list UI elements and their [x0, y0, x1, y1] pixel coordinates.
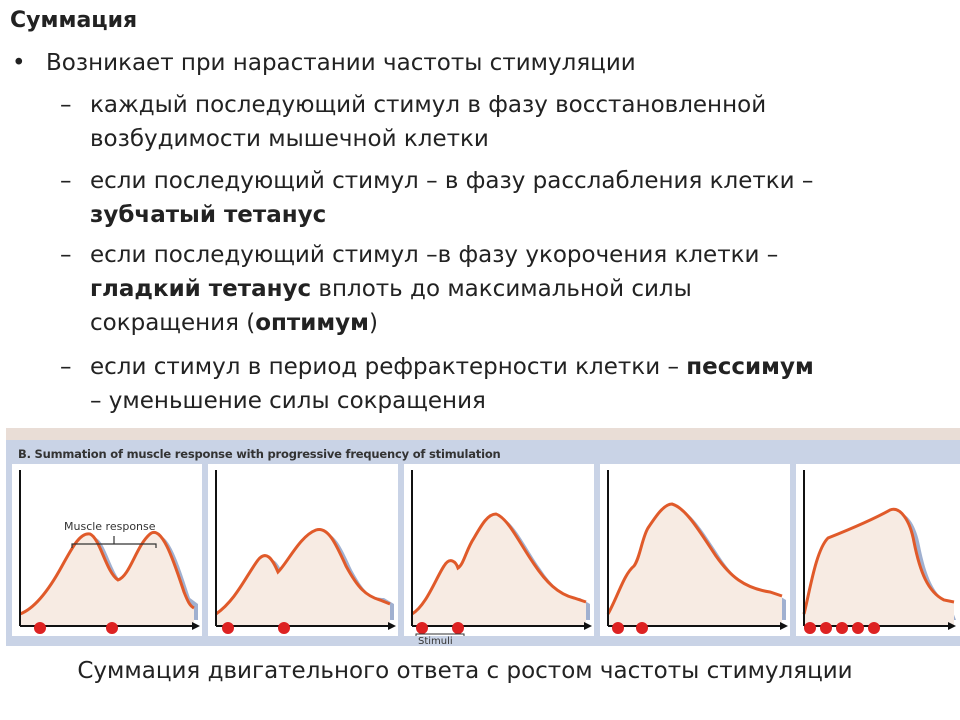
panel-5-stimulus — [804, 622, 816, 634]
panel-5-x-arrow — [948, 622, 956, 630]
sub-item-4-pessimum: пессимум — [686, 354, 814, 380]
panel-4-graph — [606, 470, 788, 634]
panel-3-x-arrow — [584, 622, 592, 630]
panel-1-curve — [19, 530, 195, 616]
panel-4-stimulus — [636, 622, 648, 634]
sub-item-1-line2: возбудимости мышечной клетки — [90, 126, 489, 152]
dash-symbol: – — [60, 168, 72, 194]
dash-symbol: – — [60, 354, 72, 380]
panel-1-stimulus — [106, 622, 118, 634]
panel-4-curve — [606, 502, 783, 615]
sub-item-4-line2: – уменьшение силы сокращения — [90, 388, 486, 414]
panel-3-curve — [411, 512, 587, 616]
panel-1: Muscle response — [12, 464, 202, 636]
main-bullet-text: Возникает при нарастании частоты стимуля… — [46, 50, 636, 76]
sub-item-3-line3-post: ) — [368, 310, 378, 336]
panel-2-curve — [215, 528, 391, 616]
sub-item-4-line1: если стимул в период рефрактерности клет… — [90, 354, 687, 380]
panel-1-fill — [20, 532, 194, 626]
panel-1-x-arrow — [192, 622, 200, 630]
panel-3-fill — [412, 514, 586, 626]
figure-top-strip — [6, 428, 960, 440]
sub-item-3-line3-pre: сокращения ( — [90, 310, 256, 336]
panel-3-graph — [411, 470, 592, 636]
sub-item-3-line2-rest: вплоть до максимальной силы — [311, 276, 692, 302]
panel-1-graph: Muscle response — [19, 470, 200, 634]
panel-2 — [208, 464, 398, 636]
sub-item-3-line1: если последующий стимул –в фазу укорочен… — [90, 242, 779, 268]
panel-2-stimulus — [222, 622, 234, 634]
sub-item-1-line1: каждый последующий стимул в фазу восстан… — [90, 92, 767, 118]
panel-5-stimulus — [820, 622, 832, 634]
sub-item-2-line1: если последующий стимул – в фазу расслаб… — [90, 168, 814, 194]
figure-caption: Суммация двигательного ответа с ростом ч… — [77, 658, 853, 684]
panel-2-stimulus — [278, 622, 290, 634]
panel-4-x-arrow — [780, 622, 788, 630]
panel-5 — [796, 464, 960, 636]
panel-4-fill — [608, 504, 782, 626]
panel-3-stimulus — [452, 622, 464, 634]
dash-symbol: – — [60, 92, 72, 118]
bullet-symbol: • — [12, 50, 26, 76]
panel-5-graph — [802, 470, 956, 634]
figure-title: B. Summation of muscle response with pro… — [18, 447, 501, 461]
muscle-response-label: Muscle response — [64, 520, 156, 533]
sub-item-2-bold-term: зубчатый тетанус — [90, 202, 327, 228]
panel-5-stimulus — [868, 622, 880, 634]
main-bullet: • Возникает при нарастании частоты стимул… — [12, 48, 636, 78]
panel-2-graph — [215, 470, 396, 634]
dash-symbol: – — [60, 242, 72, 268]
panel-5-fill — [804, 509, 954, 626]
panel-4-stimulus — [612, 622, 624, 634]
panel-4 — [600, 464, 790, 636]
summation-figure: B. Summation of muscle response with pro… — [6, 428, 960, 647]
stimuli-bracket — [415, 633, 465, 636]
panel-1-stimulus — [34, 622, 46, 634]
sub-item-3-optimum: оптимум — [255, 310, 369, 336]
panel-2-x-arrow — [388, 622, 396, 630]
panel-5-curve — [802, 507, 955, 615]
sub-item-3-bold-term: гладкий тетанус — [90, 276, 312, 302]
panel-5-stimulus — [852, 622, 864, 634]
stimuli-label: Stimuli — [418, 636, 453, 647]
panel-2-fill — [216, 529, 390, 626]
panel-3-stimulus — [416, 622, 428, 634]
panel-3 — [404, 464, 594, 636]
slide-title: Суммация — [10, 8, 138, 33]
muscle-response-bracket — [71, 536, 157, 548]
panel-5-stimulus — [836, 622, 848, 634]
